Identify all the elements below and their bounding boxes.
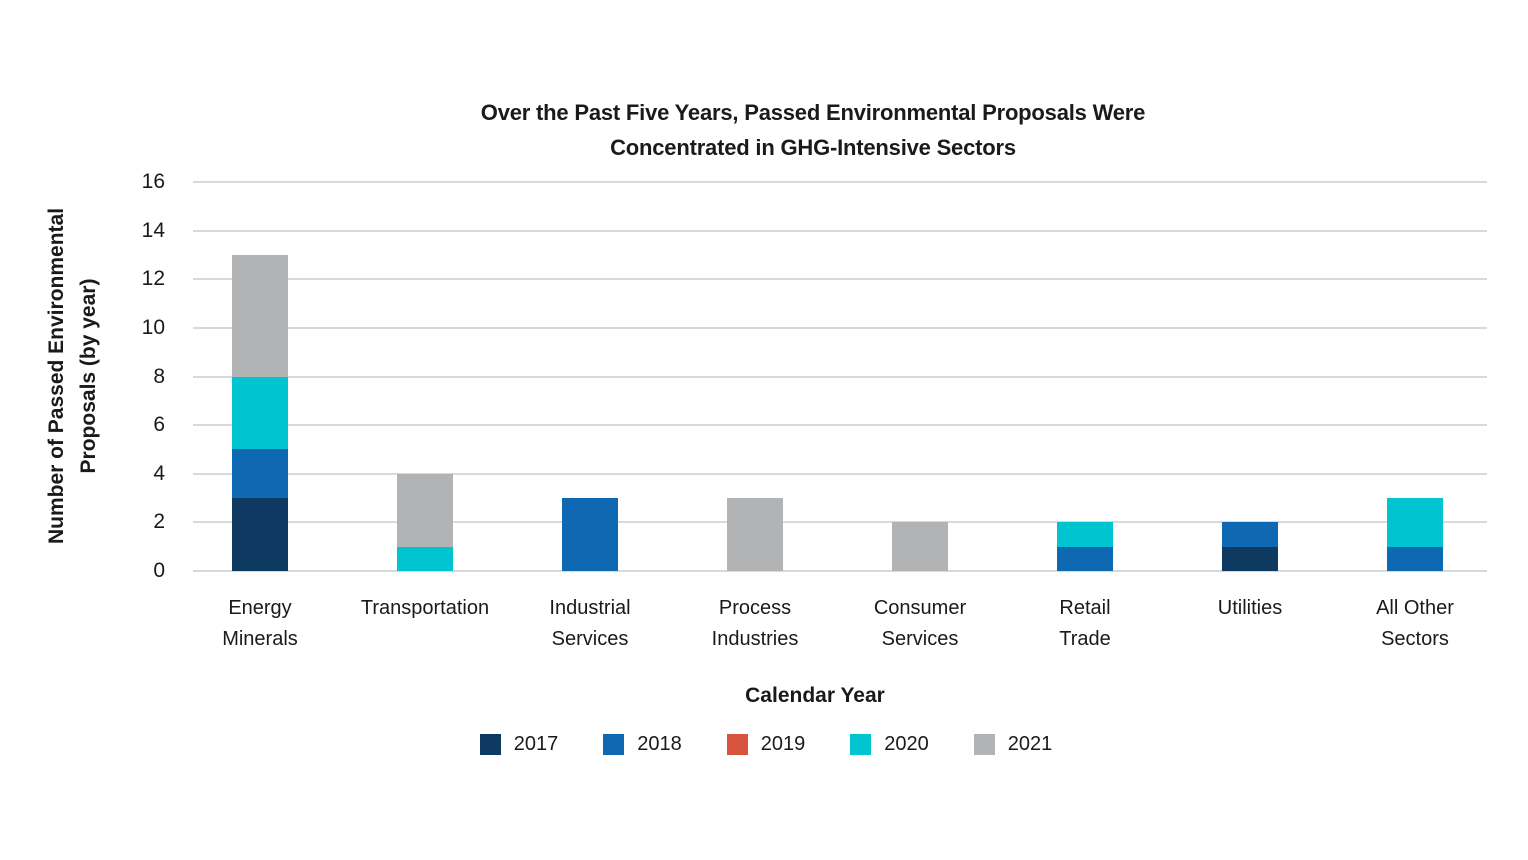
gridline — [193, 326, 1487, 329]
legend-item-2018: 2018 — [603, 733, 682, 755]
legend-label: 2019 — [760, 733, 806, 755]
legend-item-2020: 2020 — [850, 733, 929, 755]
y-tick-label: 2 — [153, 510, 165, 534]
y-tick-label: 6 — [153, 413, 165, 437]
category-label: Energy Minerals — [222, 597, 298, 650]
category-label: Process Industries — [711, 597, 799, 650]
bar-group — [892, 522, 948, 571]
bar-segment-2018 — [232, 449, 288, 499]
legend-item-2019: 2019 — [726, 733, 806, 755]
category-label: Industrial Services — [549, 597, 631, 650]
y-tick-label: 0 — [153, 559, 165, 582]
legend-label: 2020 — [884, 733, 929, 755]
y-tick-label: 12 — [141, 267, 165, 291]
bar-segment-2018 — [1222, 522, 1278, 547]
gridline — [193, 472, 1487, 475]
legend-swatch — [726, 733, 748, 755]
bar-group — [232, 254, 288, 571]
legend-item-2017: 2017 — [479, 733, 559, 755]
legend-label: 2021 — [1007, 733, 1053, 755]
legend-label: 2017 — [513, 733, 559, 755]
bar-group — [727, 498, 783, 571]
category-label: All Other Sectors — [1376, 597, 1454, 650]
legend-label: 2018 — [637, 733, 682, 755]
bar-segment-2017 — [232, 498, 288, 571]
chart-title: Over the Past Five Years, Passed Environ… — [480, 100, 1146, 160]
gridline — [193, 424, 1487, 427]
y-tick-label: 16 — [141, 170, 165, 193]
bar-segment-2018 — [1387, 546, 1443, 571]
bar-segment-2020 — [1387, 498, 1443, 547]
legend: 2017 2018 2019 2020 2021 — [119, 733, 1413, 755]
plot-area — [193, 181, 1487, 572]
bar-segment-2021 — [397, 473, 453, 547]
y-tick-label: 4 — [153, 461, 165, 485]
category-label: Utilities — [1217, 597, 1283, 619]
category-label: Consumer Services — [873, 597, 967, 650]
legend-swatch — [973, 733, 995, 755]
legend-swatch — [479, 733, 501, 755]
bar-segment-2018 — [1057, 546, 1113, 571]
gridline — [193, 229, 1487, 232]
bar-segment-2020 — [397, 546, 453, 571]
bar-group — [1387, 498, 1443, 571]
bar-group — [1222, 522, 1278, 571]
gridline — [193, 278, 1487, 281]
bar-group — [397, 473, 453, 571]
y-tick-label: 14 — [141, 218, 165, 242]
gridline — [193, 375, 1487, 378]
bar-segment-2021 — [232, 254, 288, 377]
gridline — [193, 570, 1487, 572]
legend-swatch — [850, 733, 872, 755]
bar-segment-2021 — [727, 498, 783, 571]
bar-segment-2018 — [562, 498, 618, 571]
bar-segment-2020 — [232, 376, 288, 450]
gridline — [193, 521, 1487, 524]
bar-segment-2020 — [1057, 522, 1113, 547]
legend-swatch — [603, 733, 625, 755]
x-axis-title: Calendar Year — [745, 684, 885, 707]
bar-group — [1057, 522, 1113, 571]
bar-segment-2021 — [892, 522, 948, 571]
y-tick-label: 10 — [141, 315, 165, 339]
legend-item-2021: 2021 — [973, 733, 1053, 755]
gridline — [193, 181, 1487, 183]
bar-segment-2017 — [1222, 546, 1278, 571]
category-label: Transportation — [360, 597, 490, 619]
bar-group — [562, 498, 618, 571]
category-label: Retail Trade — [1059, 597, 1111, 650]
y-tick-label: 8 — [153, 364, 165, 388]
